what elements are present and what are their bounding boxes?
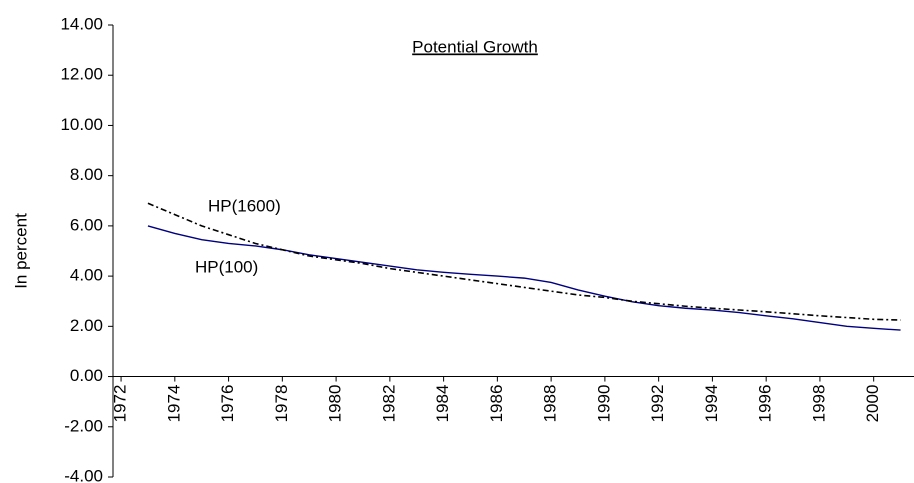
x-tick-label: 1984: [433, 385, 452, 423]
series-line: [147, 225, 901, 331]
y-tick-label: 0.00: [70, 366, 103, 385]
y-tick-label: 4.00: [70, 266, 103, 285]
x-tick-label: 1994: [702, 385, 721, 423]
y-tick-label: 10.00: [60, 115, 103, 134]
x-tick-label: 1996: [756, 385, 775, 423]
x-tick-label: 1988: [541, 385, 560, 423]
y-tick-label: 6.00: [70, 215, 103, 234]
x-tick-label: 1986: [487, 385, 506, 423]
x-tick-label: 2000: [863, 385, 882, 423]
x-tick-label: 1998: [809, 385, 828, 423]
series-label: HP(100): [195, 257, 258, 276]
chart-title: Potential Growth: [412, 37, 538, 56]
x-tick-label: 1976: [218, 385, 237, 423]
y-tick-label: 2.00: [70, 316, 103, 335]
y-tick-label: -4.00: [64, 466, 103, 483]
x-tick-label: 1980: [326, 385, 345, 423]
y-tick-label: 14.00: [60, 14, 103, 33]
x-tick-label: 1978: [272, 385, 291, 423]
x-tick-label: 1992: [648, 385, 667, 423]
y-tick-label: 12.00: [60, 65, 103, 84]
y-tick-label: 8.00: [70, 165, 103, 184]
x-tick-label: 1972: [111, 385, 130, 423]
series-line: [147, 202, 901, 321]
x-tick-label: 1974: [164, 385, 183, 423]
y-axis-label: In percent: [11, 213, 30, 289]
y-tick-label: -2.00: [64, 416, 103, 435]
x-tick-label: 1982: [379, 385, 398, 423]
series-label: HP(1600): [208, 196, 281, 215]
x-tick-label: 1990: [594, 385, 613, 423]
